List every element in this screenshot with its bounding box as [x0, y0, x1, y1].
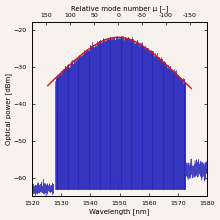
- Y-axis label: Optical power [dBm]: Optical power [dBm]: [5, 73, 12, 145]
- X-axis label: Relative mode number μ [–]: Relative mode number μ [–]: [71, 5, 168, 12]
- X-axis label: Wavelength [nm]: Wavelength [nm]: [89, 208, 150, 215]
